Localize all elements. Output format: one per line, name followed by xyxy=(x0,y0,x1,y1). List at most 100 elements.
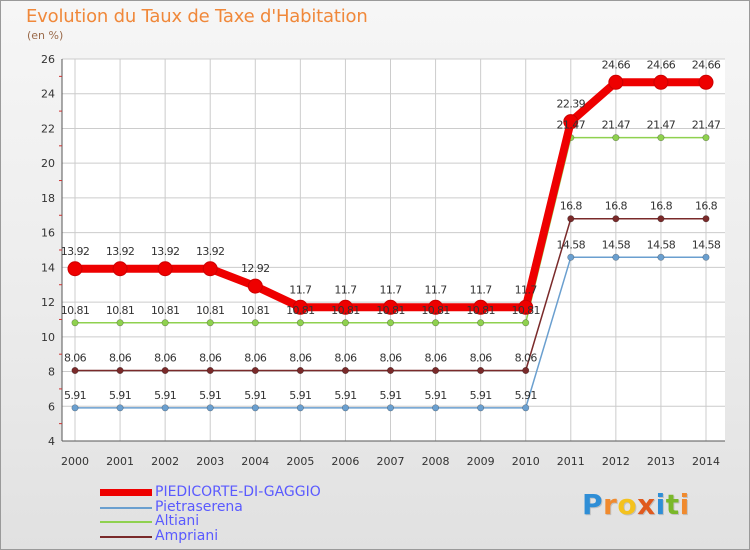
data-point-pietraserena xyxy=(477,404,485,412)
y-tick-label: 20 xyxy=(41,157,55,170)
x-tick-label: 2002 xyxy=(151,455,179,468)
data-point-piedicorte-di-gaggio xyxy=(157,261,173,277)
data-label-piedicorte-di-gaggio: 24.66 xyxy=(692,58,721,71)
y-tick-label: 26 xyxy=(41,53,55,66)
data-point-pietraserena xyxy=(522,404,530,412)
data-label-pietraserena: 5.91 xyxy=(64,389,86,402)
data-label-altiani: 10.81 xyxy=(196,304,225,317)
data-point-ampriani xyxy=(567,215,575,223)
data-label-altiani: 10.81 xyxy=(61,304,90,317)
data-point-altiani xyxy=(116,319,124,327)
data-point-ampriani xyxy=(206,367,214,375)
x-tick-label: 2011 xyxy=(557,455,585,468)
y-tick-label: 16 xyxy=(41,227,55,240)
data-point-piedicorte-di-gaggio xyxy=(292,299,308,315)
data-point-piedicorte-di-gaggio xyxy=(202,261,218,277)
data-label-altiani: 10.81 xyxy=(106,304,135,317)
data-label-pietraserena: 5.91 xyxy=(199,389,221,402)
data-point-ampriani xyxy=(71,367,79,375)
data-label-ampriani: 8.06 xyxy=(470,352,493,365)
data-label-pietraserena: 5.91 xyxy=(425,389,447,402)
data-label-piedicorte-di-gaggio: 24.66 xyxy=(647,58,676,71)
data-point-ampriani xyxy=(477,367,485,375)
data-point-ampriani xyxy=(657,215,665,223)
data-label-altiani: 21.47 xyxy=(557,119,586,132)
data-label-pietraserena: 5.91 xyxy=(470,389,492,402)
data-point-altiani xyxy=(341,319,349,327)
data-point-altiani xyxy=(386,319,394,327)
data-label-pietraserena: 5.91 xyxy=(109,389,131,402)
x-tick-label: 2004 xyxy=(241,455,269,468)
data-label-altiani: 10.81 xyxy=(466,304,495,317)
logo-letter: P xyxy=(582,488,604,521)
data-point-piedicorte-di-gaggio xyxy=(383,299,398,315)
data-point-pietraserena xyxy=(612,253,620,261)
data-point-altiani xyxy=(206,319,214,327)
data-label-piedicorte-di-gaggio: 13.92 xyxy=(106,245,135,258)
data-point-piedicorte-di-gaggio xyxy=(112,261,128,277)
data-label-pietraserena: 14.58 xyxy=(602,238,631,251)
y-tick-label: 6 xyxy=(48,400,55,413)
legend-swatch-altiani xyxy=(100,521,152,523)
data-point-pietraserena xyxy=(702,253,710,261)
logo-letter: i xyxy=(679,488,690,521)
data-label-pietraserena: 5.91 xyxy=(334,389,356,402)
y-unit-label: (en %) xyxy=(27,29,64,42)
data-label-ampriani: 16.8 xyxy=(650,200,673,213)
data-label-altiani: 10.81 xyxy=(511,304,540,317)
data-label-ampriani: 8.06 xyxy=(199,352,222,365)
data-point-ampriani xyxy=(341,367,349,375)
data-label-piedicorte-di-gaggio: 11.7 xyxy=(334,283,357,296)
data-label-altiani: 10.81 xyxy=(151,304,180,317)
x-tick-label: 2001 xyxy=(106,455,134,468)
plot-area xyxy=(62,59,725,441)
data-label-ampriani: 16.8 xyxy=(560,200,583,213)
x-tick-label: 2014 xyxy=(692,455,720,468)
data-label-altiani: 21.47 xyxy=(647,119,676,132)
y-tick-label: 12 xyxy=(41,296,55,309)
legend-swatch-ampriani xyxy=(100,535,152,538)
data-label-piedicorte-di-gaggio: 22.39 xyxy=(557,98,586,111)
y-tick-label: 14 xyxy=(41,261,55,274)
legend-label-altiani: Altiani xyxy=(155,513,200,529)
legend-swatch-pietraserena xyxy=(100,506,152,509)
data-label-ampriani: 16.8 xyxy=(695,200,718,213)
data-label-pietraserena: 5.91 xyxy=(154,389,176,402)
data-label-pietraserena: 5.91 xyxy=(515,389,537,402)
x-tick-label: 2005 xyxy=(286,455,314,468)
legend-label-ampriani: Ampriani xyxy=(155,527,219,544)
y-tick-label: 8 xyxy=(48,366,55,379)
data-point-ampriani xyxy=(296,367,304,375)
x-tick-label: 2008 xyxy=(422,455,450,468)
legend-label-pietraserena: Pietraserena xyxy=(155,498,243,515)
data-point-altiani xyxy=(702,134,710,142)
data-label-altiani: 10.81 xyxy=(421,304,450,317)
data-label-piedicorte-di-gaggio: 13.92 xyxy=(151,245,180,258)
data-label-ampriani: 8.06 xyxy=(109,352,132,365)
data-point-ampriani xyxy=(432,367,440,375)
data-label-piedicorte-di-gaggio: 11.7 xyxy=(425,283,448,296)
data-label-pietraserena: 14.58 xyxy=(647,238,676,251)
logo-letter: i xyxy=(655,488,666,521)
x-tick-label: 2012 xyxy=(602,455,630,468)
data-point-pietraserena xyxy=(657,253,665,261)
data-point-pietraserena xyxy=(71,404,79,412)
y-tick-label: 4 xyxy=(48,435,55,448)
chart-title: Evolution du Taux de Taxe d'Habitation xyxy=(26,6,368,27)
data-point-altiani xyxy=(432,319,440,327)
data-point-piedicorte-di-gaggio xyxy=(653,74,669,90)
data-point-piedicorte-di-gaggio xyxy=(518,299,534,315)
data-label-ampriani: 8.06 xyxy=(289,352,312,365)
legend-label-piedicorte: PIEDICORTE-DI-GAGGIO xyxy=(155,484,321,500)
logo-letter: r xyxy=(603,488,618,521)
data-point-piedicorte-di-gaggio xyxy=(428,299,444,315)
data-point-ampriani xyxy=(116,367,124,375)
data-label-ampriani: 8.06 xyxy=(515,352,538,365)
data-label-ampriani: 8.06 xyxy=(64,352,87,365)
data-point-piedicorte-di-gaggio xyxy=(563,114,579,130)
data-point-ampriani xyxy=(161,367,169,375)
logo-letter: x xyxy=(637,488,656,521)
data-label-piedicorte-di-gaggio: 13.92 xyxy=(196,245,225,258)
data-point-altiani xyxy=(612,134,620,142)
